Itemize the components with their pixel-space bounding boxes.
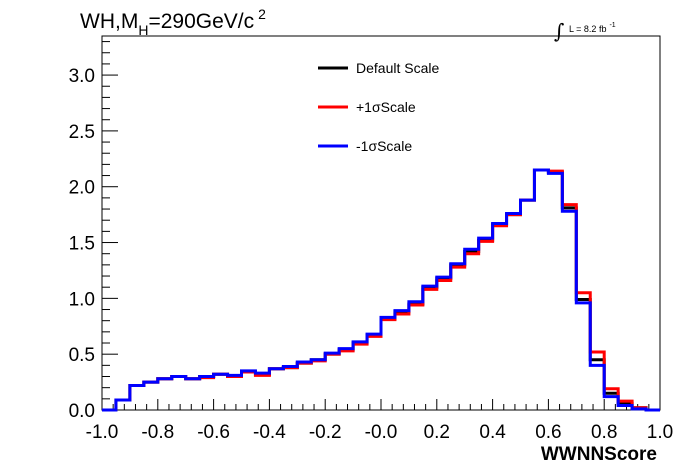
legend-entry-label: +1σScale bbox=[356, 99, 416, 115]
title-superscript: 2 bbox=[258, 6, 266, 22]
x-tick-label: -0.4 bbox=[253, 422, 286, 443]
x-tick-label: 0.8 bbox=[591, 422, 617, 443]
luminosity-label: L = 8.2 fb -1 bbox=[569, 22, 616, 34]
x-tick-label: -0.2 bbox=[309, 422, 342, 443]
luminosity-integral-symbol: ∫ bbox=[554, 19, 564, 43]
y-tick-label: 0.0 bbox=[69, 401, 95, 422]
x-tick-label: 0.2 bbox=[424, 422, 450, 443]
x-tick-label: -0.8 bbox=[141, 422, 174, 443]
series-line-3 bbox=[102, 168, 660, 412]
axes-group: -1.0 -0.8 -0.6 -0.4 -0.2 -0.0 0.2 0.4 0.6 0.8 1.0 0… bbox=[69, 41, 673, 443]
title-main: WH,M bbox=[80, 10, 138, 33]
x-tick-label: 0.4 bbox=[479, 422, 506, 443]
y-tick-label: 3.0 bbox=[69, 66, 95, 87]
luminosity-text: L = 8.2 fb bbox=[569, 24, 606, 34]
y-tick-label: 1.5 bbox=[69, 234, 95, 255]
x-tick-label: 1.0 bbox=[647, 422, 673, 443]
y-tick-label: 0.5 bbox=[69, 345, 95, 366]
x-tick-label: -0.6 bbox=[197, 422, 230, 443]
y-tick-label: 2.5 bbox=[69, 122, 95, 143]
luminosity-superscript: -1 bbox=[609, 22, 615, 29]
x-tick-label: -1.0 bbox=[86, 422, 119, 443]
y-tick-label: 2.0 bbox=[69, 178, 95, 199]
legend-entry-label: -1σScale bbox=[356, 138, 412, 154]
x-tick-label: -0.0 bbox=[365, 422, 398, 443]
legend-entry-label: Default Scale bbox=[356, 60, 439, 76]
title-mass: =290GeV/c bbox=[148, 10, 254, 33]
title-subscript: H bbox=[138, 22, 148, 38]
x-axis-label: WWNNScore bbox=[541, 444, 657, 465]
chart-title: WH,MH=290GeV/c 2 bbox=[80, 6, 266, 38]
y-tick-label: 1.0 bbox=[69, 289, 95, 310]
series-group bbox=[102, 168, 660, 412]
x-tick-label: 0.6 bbox=[535, 422, 561, 443]
legend: Default Scale +1σScale -1σScale bbox=[318, 60, 439, 154]
